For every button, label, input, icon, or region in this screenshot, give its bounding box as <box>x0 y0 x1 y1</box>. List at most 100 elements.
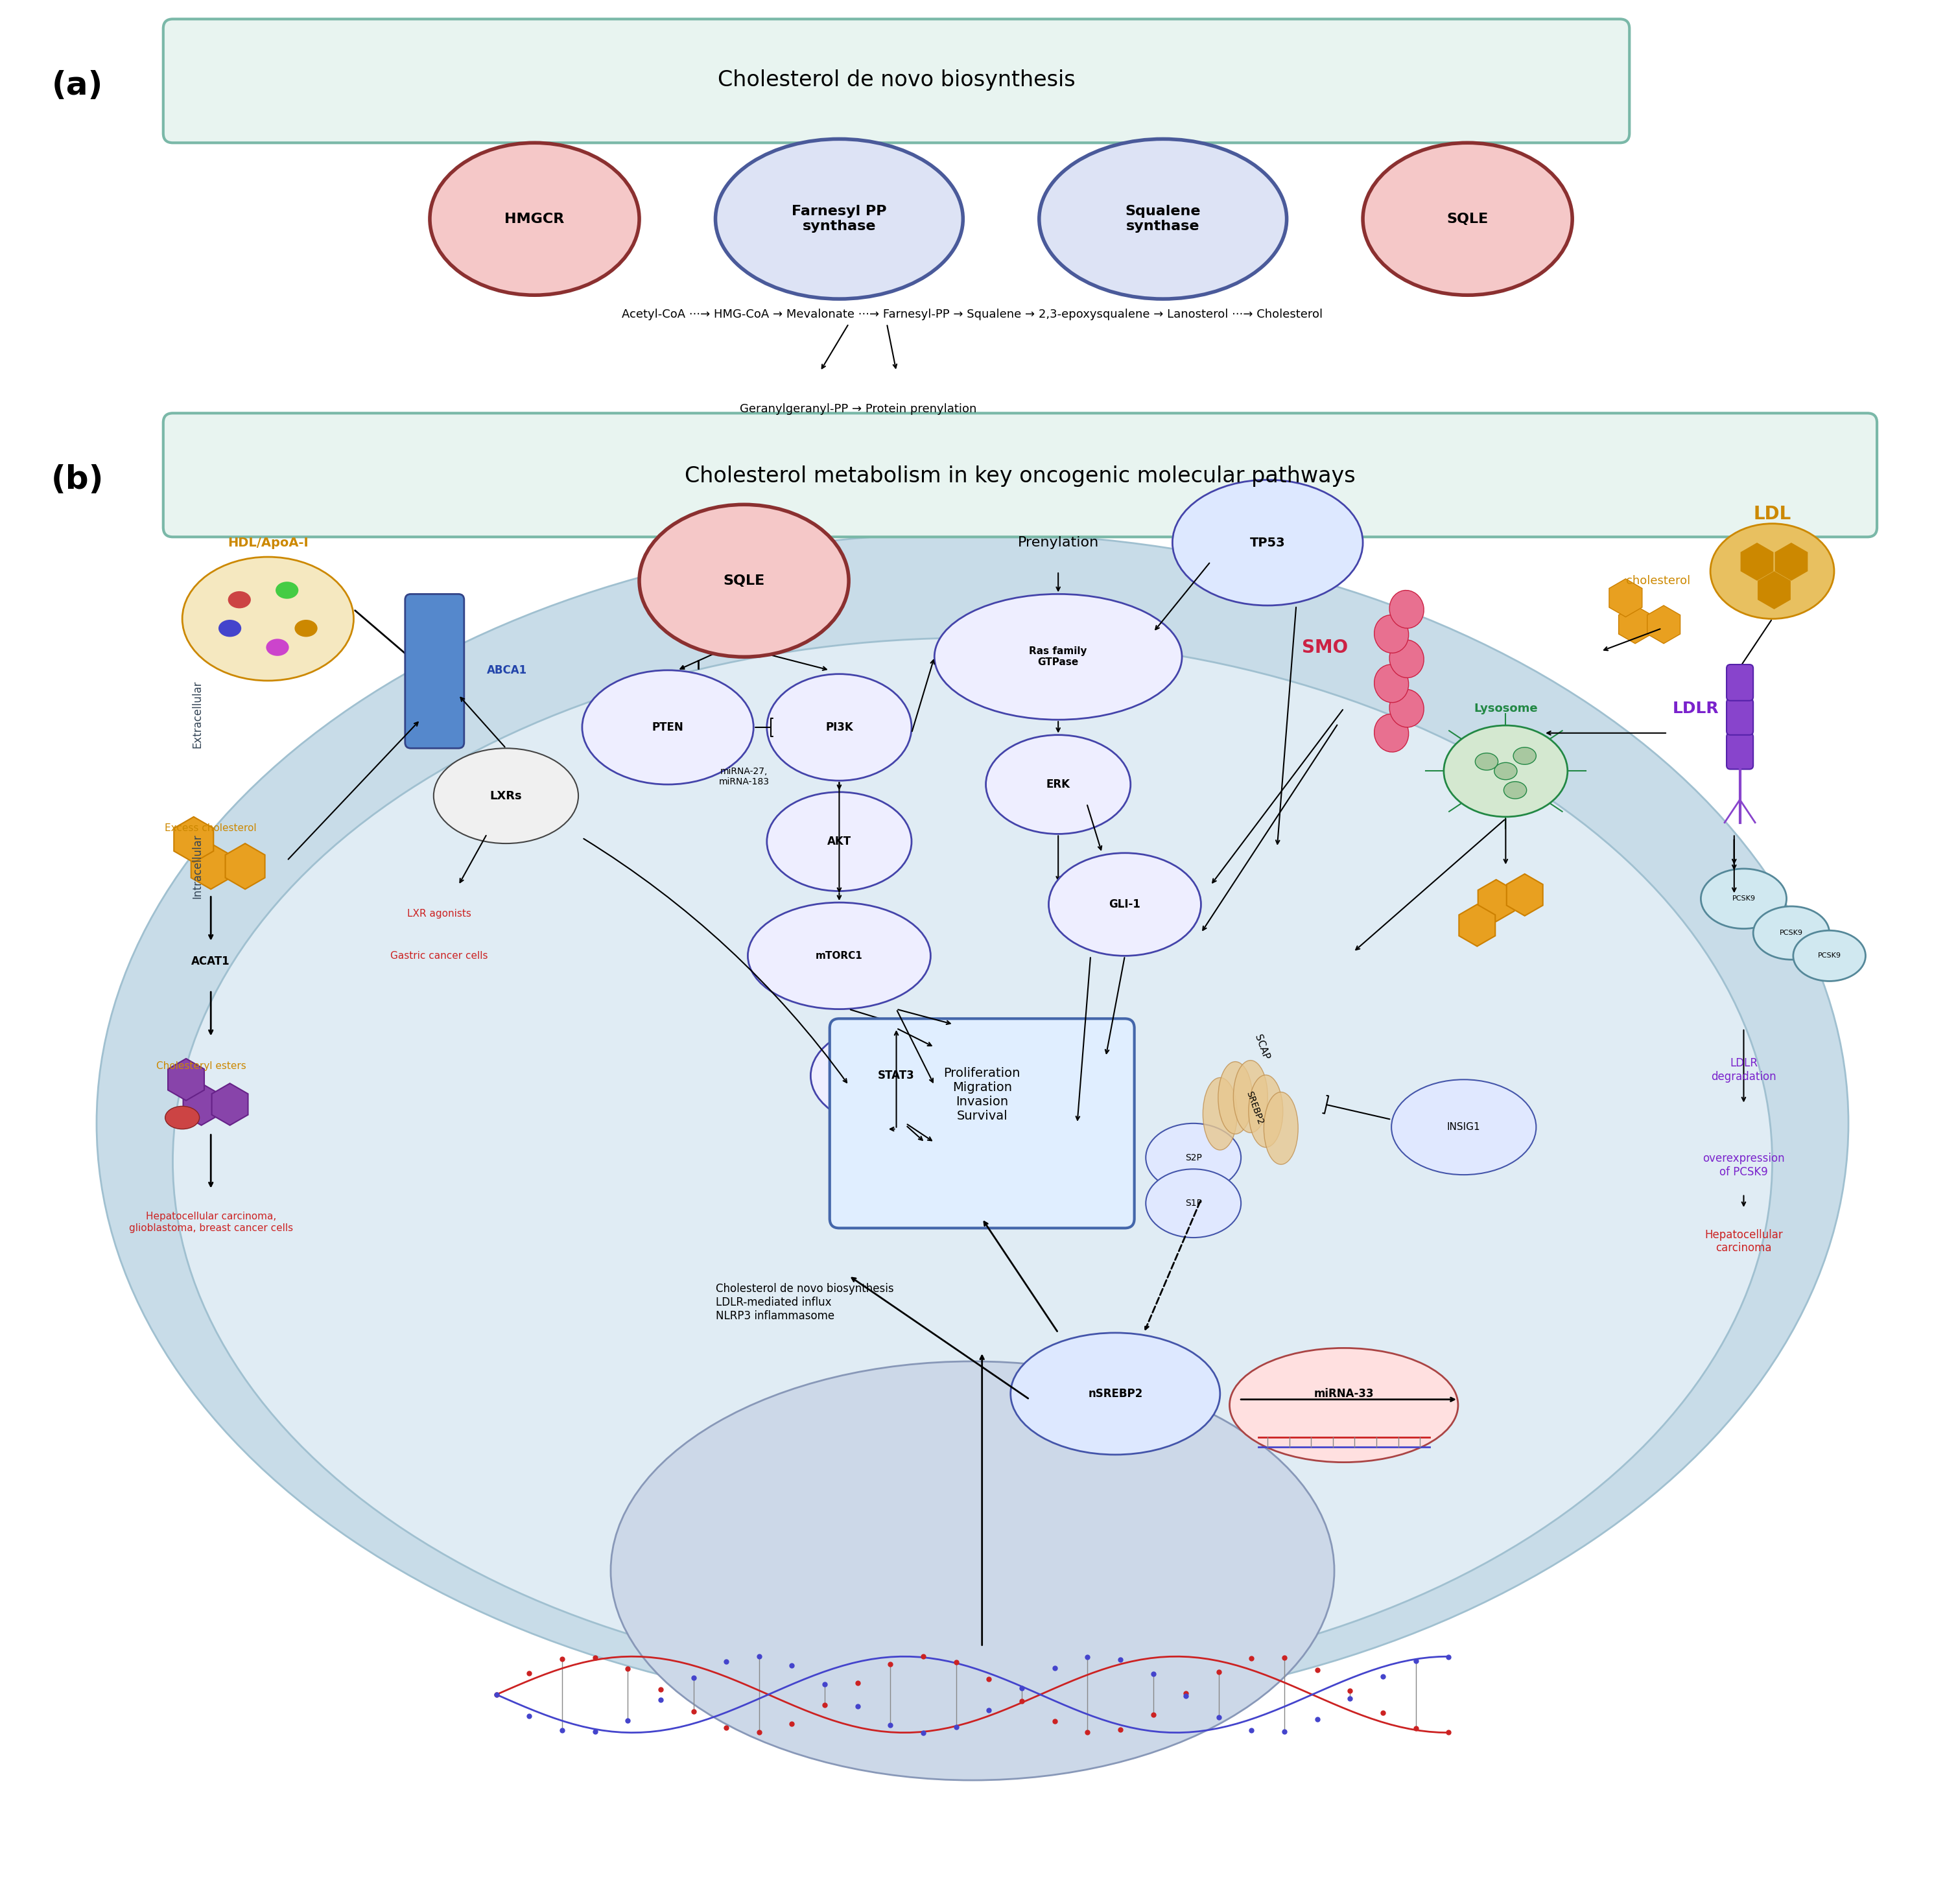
FancyBboxPatch shape <box>163 19 1630 143</box>
Text: LDL: LDL <box>1752 505 1791 524</box>
Ellipse shape <box>1389 689 1424 727</box>
Ellipse shape <box>294 621 317 636</box>
Text: Prenylation: Prenylation <box>1017 537 1099 548</box>
Ellipse shape <box>183 556 354 682</box>
Text: INSIG1: INSIG1 <box>1447 1121 1480 1133</box>
Text: Cholesterol metabolism in key oncogenic molecular pathways: Cholesterol metabolism in key oncogenic … <box>685 465 1356 487</box>
Ellipse shape <box>716 139 963 299</box>
Ellipse shape <box>430 143 640 295</box>
Ellipse shape <box>1375 615 1408 653</box>
Ellipse shape <box>1503 783 1527 800</box>
Ellipse shape <box>228 590 251 609</box>
Ellipse shape <box>640 505 848 657</box>
FancyBboxPatch shape <box>163 413 1877 537</box>
Ellipse shape <box>1011 1333 1220 1455</box>
Text: Hepatocellular carcinoma,
glioblastoma, breast cancer cells: Hepatocellular carcinoma, glioblastoma, … <box>128 1211 294 1234</box>
FancyBboxPatch shape <box>1727 733 1752 769</box>
Ellipse shape <box>1443 725 1568 817</box>
Text: cholesterol: cholesterol <box>1626 575 1690 586</box>
Ellipse shape <box>986 735 1130 834</box>
Ellipse shape <box>1474 754 1498 771</box>
Text: miRNA-33: miRNA-33 <box>1313 1388 1373 1399</box>
Ellipse shape <box>934 594 1183 720</box>
Text: TP53: TP53 <box>1251 537 1286 548</box>
Text: HDL/ApoA-I: HDL/ApoA-I <box>228 537 309 548</box>
Text: LXRs: LXRs <box>490 790 521 802</box>
Text: PCSK9: PCSK9 <box>1731 895 1754 902</box>
FancyBboxPatch shape <box>1727 664 1752 701</box>
Ellipse shape <box>1048 853 1200 956</box>
Ellipse shape <box>266 640 290 655</box>
Ellipse shape <box>766 674 912 781</box>
Text: Ras family
GTPase: Ras family GTPase <box>1029 645 1087 668</box>
Text: ABCA1: ABCA1 <box>486 664 527 676</box>
Ellipse shape <box>1039 139 1288 299</box>
Text: ERK: ERK <box>1046 779 1070 790</box>
Ellipse shape <box>747 902 930 1009</box>
Text: Cholesterol de novo biosynthesis: Cholesterol de novo biosynthesis <box>718 69 1076 91</box>
Ellipse shape <box>582 670 753 784</box>
Text: AKT: AKT <box>827 836 852 847</box>
Text: LDLR: LDLR <box>1673 701 1719 716</box>
Ellipse shape <box>1249 1076 1284 1148</box>
Ellipse shape <box>1793 931 1865 981</box>
Text: Excess cholesterol: Excess cholesterol <box>165 823 257 834</box>
Text: Intracellular: Intracellular <box>193 834 204 899</box>
Text: S1P: S1P <box>1185 1200 1202 1207</box>
Ellipse shape <box>1494 764 1517 781</box>
Text: (a): (a) <box>53 70 103 101</box>
Ellipse shape <box>1375 664 1408 703</box>
FancyBboxPatch shape <box>1727 699 1752 735</box>
Text: Acetyl-CoA ···→ HMG-CoA → Mevalonate ···→ Farnesyl-PP → Squalene → 2,3-epoxysqua: Acetyl-CoA ···→ HMG-CoA → Mevalonate ···… <box>622 308 1323 320</box>
Ellipse shape <box>1264 1093 1297 1165</box>
Ellipse shape <box>1752 906 1830 960</box>
Text: SREBP2: SREBP2 <box>1245 1091 1264 1125</box>
Text: nSREBP2: nSREBP2 <box>1087 1388 1142 1399</box>
Text: (b): (b) <box>51 465 103 495</box>
Text: S2P: S2P <box>1185 1154 1202 1161</box>
Ellipse shape <box>1146 1169 1241 1238</box>
Ellipse shape <box>1218 1062 1253 1135</box>
Ellipse shape <box>1700 868 1787 929</box>
Text: PCSK9: PCSK9 <box>1780 929 1803 937</box>
Ellipse shape <box>611 1361 1334 1780</box>
Text: SCAP: SCAP <box>1253 1034 1270 1061</box>
Ellipse shape <box>1389 640 1424 678</box>
Text: Squalene
synthase: Squalene synthase <box>1124 206 1200 232</box>
FancyBboxPatch shape <box>405 594 465 748</box>
Text: LDLR
degradation: LDLR degradation <box>1712 1057 1776 1083</box>
Ellipse shape <box>1389 590 1424 628</box>
Ellipse shape <box>165 1106 200 1129</box>
Text: Cholesterol de novo biosynthesis
LDLR-mediated influx
NLRP3 inflammasome: Cholesterol de novo biosynthesis LDLR-me… <box>716 1283 893 1321</box>
Text: STAT3: STAT3 <box>877 1070 914 1081</box>
Text: SMO: SMO <box>1301 638 1348 657</box>
Ellipse shape <box>1363 143 1572 295</box>
Ellipse shape <box>811 1022 982 1129</box>
FancyBboxPatch shape <box>831 1019 1134 1228</box>
Text: PI3K: PI3K <box>825 722 854 733</box>
Text: Farnesyl PP
synthase: Farnesyl PP synthase <box>792 206 887 232</box>
Ellipse shape <box>1710 524 1834 619</box>
Ellipse shape <box>1233 1061 1268 1133</box>
Text: PTEN: PTEN <box>652 722 683 733</box>
Text: PCSK9: PCSK9 <box>1819 952 1842 960</box>
Ellipse shape <box>173 638 1772 1685</box>
Text: overexpression
of PCSK9: overexpression of PCSK9 <box>1702 1152 1786 1179</box>
Ellipse shape <box>276 583 298 598</box>
Text: SQLE: SQLE <box>1447 213 1488 225</box>
Text: Cholesteryl esters: Cholesteryl esters <box>156 1061 247 1072</box>
Text: Hepatocellular
carcinoma: Hepatocellular carcinoma <box>1704 1228 1784 1255</box>
Ellipse shape <box>1202 1078 1237 1150</box>
Ellipse shape <box>1229 1348 1459 1462</box>
Ellipse shape <box>1513 748 1537 765</box>
Text: SQLE: SQLE <box>724 575 764 586</box>
Text: ACAT1: ACAT1 <box>191 956 230 967</box>
Text: GLI-1: GLI-1 <box>1109 899 1140 910</box>
Text: Extracellular: Extracellular <box>193 680 204 748</box>
Text: HMGCR: HMGCR <box>504 213 564 225</box>
Ellipse shape <box>1391 1080 1537 1175</box>
Text: Lysosome: Lysosome <box>1474 703 1538 714</box>
Text: Gastric cancer cells: Gastric cancer cells <box>391 950 488 962</box>
Ellipse shape <box>1173 480 1363 605</box>
Text: miRNA-27,
miRNA-183: miRNA-27, miRNA-183 <box>720 767 770 786</box>
